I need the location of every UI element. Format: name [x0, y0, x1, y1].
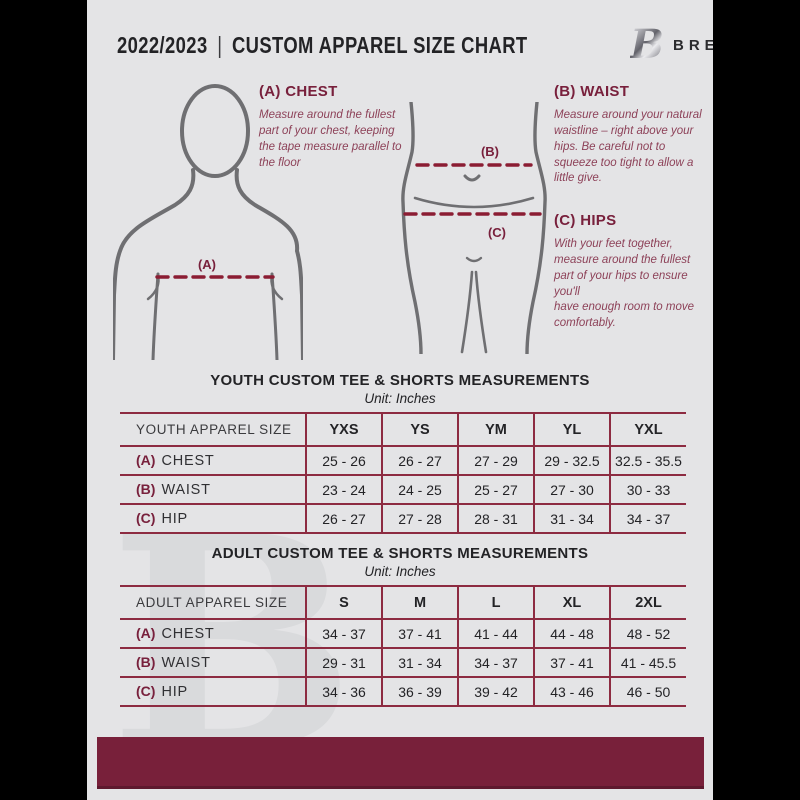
- title-text: CUSTOM APPAREL SIZE CHART: [231, 31, 528, 58]
- table-cell: 34 - 37: [457, 647, 534, 677]
- table-cell: 37 - 41: [381, 618, 458, 648]
- table-cell: 31 - 34: [381, 647, 458, 677]
- youth-header-row: YOUTH APPAREL SIZE YXS YS YM YL YXL: [120, 412, 686, 446]
- chest-instruction: (A) CHEST Measure around the fullest par…: [259, 83, 411, 171]
- column-header: 2XL: [609, 585, 686, 619]
- table-cell: 29 - 31: [305, 647, 382, 677]
- row-prefix: (B): [136, 481, 156, 497]
- chest-diagram: (A): [113, 84, 303, 360]
- table-cell: 34 - 37: [305, 618, 382, 648]
- waist-instruction: (B) WAIST Measure around your natural wa…: [554, 83, 706, 187]
- size-chart-page: B 2022/2023 | CUSTOM APPAREL SIZE CHART B …: [87, 0, 713, 800]
- row-label: CHEST: [161, 626, 215, 642]
- brand-name: BREAKAWAY: [672, 36, 713, 54]
- youth-size-section: YOUTH CUSTOM TEE & SHORTS MEASUREMENTS U…: [87, 372, 713, 534]
- column-header: ADULT APPAREL SIZE: [120, 585, 306, 619]
- table-cell: 28 - 31: [457, 503, 534, 534]
- row-label: CHEST: [161, 453, 215, 469]
- table-cell: 25 - 26: [305, 445, 382, 475]
- row-label: WAIST: [161, 482, 211, 498]
- adult-header-row: ADULT APPAREL SIZE S M L XL 2XL: [120, 585, 686, 619]
- table-cell: 39 - 42: [457, 676, 534, 707]
- table-cell: 27 - 28: [381, 503, 458, 534]
- table-cell: 34 - 36: [305, 676, 382, 707]
- brand-logo: B BREAKAWAY: [630, 25, 713, 65]
- table-row: (B) WAIST 23 - 24 24 - 25 25 - 27 27 - 30…: [120, 474, 686, 504]
- adult-table-title: ADULT CUSTOM TEE & SHORTS MEASUREMENTS: [211, 545, 589, 562]
- row-label: HIP: [161, 684, 189, 700]
- table-cell: 46 - 50: [609, 676, 686, 707]
- table-cell: 26 - 27: [305, 503, 382, 534]
- table-row: (C) HIP 26 - 27 27 - 28 28 - 31 31 - 34 3…: [120, 503, 686, 534]
- hips-instruction: (C) HIPS With your feet together, measur…: [554, 212, 712, 332]
- brand-logo-icon: B: [630, 21, 664, 68]
- table-cell: 36 - 39: [381, 676, 458, 707]
- hips-line-label: (C): [488, 225, 506, 240]
- table-cell: 30 - 33: [609, 474, 686, 504]
- youth-table-unit: Unit: Inches: [364, 391, 436, 406]
- table-cell: 25 - 27: [457, 474, 534, 504]
- table-row: (A) CHEST 25 - 26 26 - 27 27 - 29 29 - 32…: [120, 445, 686, 475]
- title-separator: |: [217, 31, 223, 58]
- measurement-diagram-area: (A) (A) CHEST Measure around the fullest…: [87, 70, 713, 360]
- column-header: M: [381, 585, 458, 619]
- table-cell: 24 - 25: [381, 474, 458, 504]
- table-cell: 23 - 24: [305, 474, 382, 504]
- hips-instruction-title: (C) HIPS: [554, 212, 617, 229]
- table-row: (A) CHEST 34 - 37 37 - 41 41 - 44 44 - 48…: [120, 618, 686, 648]
- table-cell: 44 - 48: [533, 618, 610, 648]
- waist-line-label: (B): [481, 144, 499, 159]
- youth-table-title: YOUTH CUSTOM TEE & SHORTS MEASUREMENTS: [210, 372, 590, 389]
- row-prefix: (A): [136, 452, 156, 468]
- chest-instruction-body: Measure around the fullest part of your …: [259, 109, 402, 169]
- column-header: YXL: [609, 412, 686, 446]
- adult-size-section: ADULT CUSTOM TEE & SHORTS MEASUREMENTS U…: [87, 545, 713, 707]
- table-row: (B) WAIST 29 - 31 31 - 34 34 - 37 37 - 41…: [120, 647, 686, 677]
- table-cell: 37 - 41: [533, 647, 610, 677]
- table-cell: 29 - 32.5: [533, 445, 610, 475]
- table-cell: 27 - 29: [457, 445, 534, 475]
- table-cell: 27 - 30: [533, 474, 610, 504]
- column-header: YOUTH APPAREL SIZE: [120, 412, 306, 446]
- table-cell: 41 - 44: [457, 618, 534, 648]
- page-title: 2022/2023 | CUSTOM APPAREL SIZE CHART: [117, 32, 528, 59]
- column-header: L: [457, 585, 534, 619]
- chest-line-label: (A): [198, 257, 216, 272]
- adult-table-unit: Unit: Inches: [364, 564, 436, 579]
- footer-accent-bar: [97, 737, 704, 789]
- row-prefix: (A): [136, 625, 156, 641]
- row-label: HIP: [161, 511, 189, 527]
- column-header: YS: [381, 412, 458, 446]
- table-cell: 31 - 34: [533, 503, 610, 534]
- table-cell: 26 - 27: [381, 445, 458, 475]
- column-header: S: [305, 585, 382, 619]
- column-header: YL: [533, 412, 610, 446]
- waist-hips-diagram: (B) (C): [401, 102, 547, 354]
- row-label: WAIST: [161, 655, 211, 671]
- title-year: 2022/2023: [117, 31, 208, 58]
- table-cell: 34 - 37: [609, 503, 686, 534]
- column-header: YM: [457, 412, 534, 446]
- table-cell: 48 - 52: [609, 618, 686, 648]
- waist-instruction-title: (B) WAIST: [554, 83, 630, 100]
- row-prefix: (C): [136, 510, 156, 526]
- adult-size-table: ADULT APPAREL SIZE S M L XL 2XL (A) CHEST…: [120, 585, 686, 707]
- table-cell: 32.5 - 35.5: [609, 445, 686, 475]
- chest-instruction-title: (A) CHEST: [259, 83, 338, 100]
- page-header: 2022/2023 | CUSTOM APPAREL SIZE CHART B BR…: [87, 0, 713, 70]
- waist-instruction-body: Measure around your natural waistline – …: [554, 109, 702, 185]
- row-prefix: (C): [136, 683, 156, 699]
- table-row: (C) HIP 34 - 36 36 - 39 39 - 42 43 - 46 4…: [120, 676, 686, 707]
- column-header: XL: [533, 585, 610, 619]
- youth-size-table: YOUTH APPAREL SIZE YXS YS YM YL YXL (A) C…: [120, 412, 686, 534]
- column-header: YXS: [305, 412, 382, 446]
- hips-instruction-body: With your feet together, measure around …: [554, 238, 695, 330]
- row-prefix: (B): [136, 654, 156, 670]
- table-cell: 43 - 46: [533, 676, 610, 707]
- table-cell: 41 - 45.5: [609, 647, 686, 677]
